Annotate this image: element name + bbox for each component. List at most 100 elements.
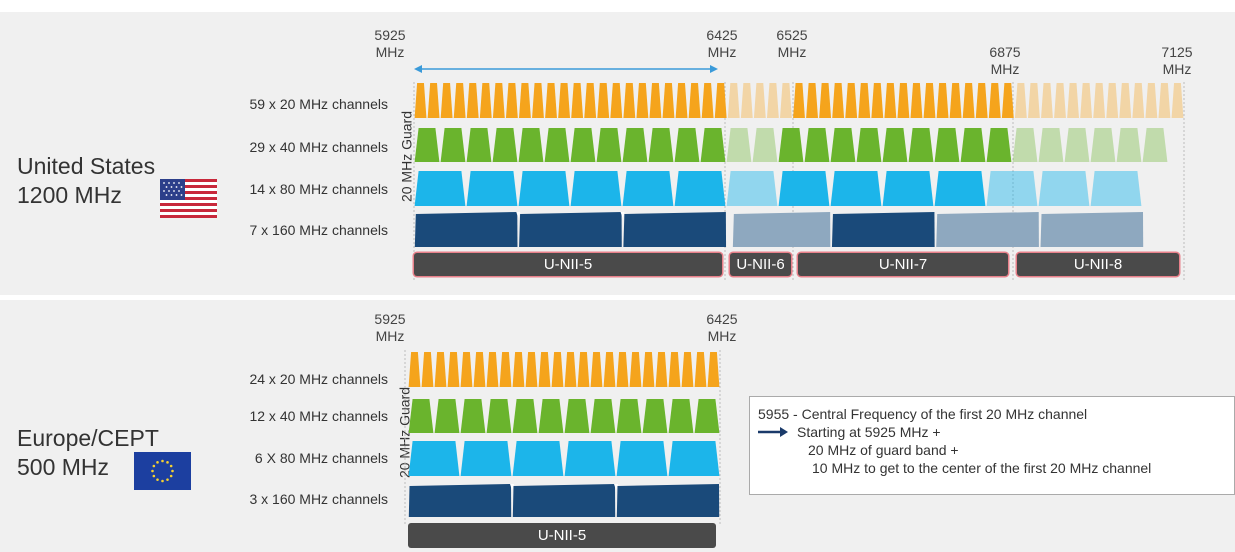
eu-region-label: Europe/CEPT 500 MHz bbox=[17, 425, 159, 480]
us-ch20-45 bbox=[988, 83, 1001, 118]
us-ch20-33 bbox=[832, 83, 845, 118]
us-ch20-29 bbox=[780, 83, 792, 118]
eu-ch80-3 bbox=[512, 441, 564, 476]
us-ch20-17 bbox=[623, 83, 636, 118]
us-row-label-40: 29 x 40 MHz channels bbox=[249, 139, 388, 155]
us-ch20-25 bbox=[727, 83, 740, 118]
us-ch40-21 bbox=[934, 128, 960, 162]
us-ch20-34 bbox=[845, 83, 858, 118]
us-ch40-26 bbox=[1064, 128, 1090, 162]
us-unii-5-bar: U-NII-5 bbox=[414, 253, 722, 276]
eu-ch160-3 bbox=[616, 484, 720, 517]
eu-flag-star-4 bbox=[161, 479, 164, 483]
eu-ch20-21 bbox=[668, 352, 681, 387]
us-ch20-49 bbox=[1041, 83, 1053, 118]
eu-ch20-1 bbox=[408, 352, 421, 387]
us-ch80-6 bbox=[674, 171, 726, 206]
us-ch80-12 bbox=[986, 171, 1038, 206]
us-ch20-30 bbox=[793, 83, 805, 118]
us-ch160-1 bbox=[414, 212, 518, 247]
us-ch40-18 bbox=[856, 128, 882, 162]
eu-ch40-6 bbox=[538, 399, 564, 433]
us-ch20-52 bbox=[1080, 83, 1093, 118]
us-ch40-8 bbox=[596, 128, 622, 162]
us-unii-8-bar: U-NII-8 bbox=[1017, 253, 1179, 276]
us-ch20-39 bbox=[910, 83, 923, 118]
eu-row-label-40: 12 x 40 MHz channels bbox=[249, 408, 388, 424]
us-ch40-25 bbox=[1038, 128, 1064, 162]
eu-ch20-6 bbox=[473, 352, 486, 387]
us-ch20-28 bbox=[766, 83, 779, 118]
us-ch20-16 bbox=[610, 83, 623, 118]
us-ch160-7 bbox=[1040, 212, 1144, 247]
us-ch40-20 bbox=[908, 128, 934, 162]
us-ch20-13 bbox=[571, 83, 584, 118]
us-ch80-7 bbox=[726, 171, 778, 206]
us-ch20-3 bbox=[440, 83, 453, 118]
us-ch20-6 bbox=[479, 83, 492, 118]
us-freq-7125: 7125 MHz bbox=[1161, 44, 1193, 77]
eu-ch80-1 bbox=[408, 441, 460, 476]
us-ch40-29 bbox=[1142, 128, 1168, 162]
eu-ch40-3 bbox=[460, 399, 486, 433]
eu-flag-star-8 bbox=[152, 464, 156, 468]
us-ch40-23 bbox=[986, 128, 1012, 162]
eu-ch20-18 bbox=[629, 352, 642, 387]
us-ch160-5 bbox=[831, 212, 935, 247]
us-ch20-59 bbox=[1171, 83, 1184, 118]
us-ch160-4 bbox=[732, 212, 831, 247]
eu-ch20-13 bbox=[564, 352, 577, 387]
us-ch160-3 bbox=[623, 212, 727, 247]
us-ch40-13 bbox=[726, 128, 752, 162]
us-ch20-12 bbox=[558, 83, 571, 118]
us-ch80-13 bbox=[1038, 171, 1090, 206]
us-ch40-5 bbox=[518, 128, 544, 162]
eu-ch20-10 bbox=[525, 352, 538, 387]
eu-row-label-80: 6 X 80 MHz channels bbox=[254, 450, 388, 466]
eu-ch20-19 bbox=[642, 352, 655, 387]
us-ch20-5 bbox=[466, 83, 479, 118]
us-ch80-5 bbox=[622, 171, 674, 206]
eu-ch160-notch-2 bbox=[614, 484, 618, 490]
us-ch20-19 bbox=[649, 83, 662, 118]
us-ch20-58 bbox=[1158, 83, 1171, 118]
us-ch20-9 bbox=[519, 83, 531, 118]
eu-ch20-3 bbox=[434, 352, 447, 387]
eu-flag-star-9 bbox=[156, 461, 159, 464]
eu-unii-5-bar: U-NII-5 bbox=[408, 523, 716, 548]
us-span-arrow-right-head bbox=[710, 65, 718, 73]
us-ch20-55 bbox=[1119, 83, 1132, 118]
eu-ch160-2 bbox=[512, 484, 616, 517]
us-ch40-16 bbox=[804, 128, 830, 162]
us-ch80-9 bbox=[830, 171, 882, 206]
us-ch20-2 bbox=[427, 83, 440, 118]
us-ch20-36 bbox=[871, 83, 884, 118]
eu-ch20-16 bbox=[603, 352, 616, 387]
us-ch20-11 bbox=[545, 83, 557, 118]
us-freq-6525: 6525 MHz bbox=[776, 27, 808, 60]
us-ch20-14 bbox=[584, 83, 597, 118]
note-line-3: 20 MHz of guard band + bbox=[808, 442, 959, 458]
eu-ch40-1 bbox=[408, 399, 434, 433]
us-ch20-42 bbox=[949, 83, 962, 118]
us-row-label-20: 59 x 20 MHz channels bbox=[249, 96, 388, 112]
us-ch20-20 bbox=[662, 83, 675, 118]
us-ch20-38 bbox=[897, 83, 910, 118]
eu-ch160-notch-1 bbox=[510, 484, 514, 490]
eu-ch40-7 bbox=[564, 399, 590, 433]
us-ch20-26 bbox=[740, 83, 753, 118]
eu-ch20-22 bbox=[681, 352, 694, 387]
us-ch40-19 bbox=[882, 128, 908, 162]
us-ch40-4 bbox=[492, 128, 518, 162]
us-ch20-46 bbox=[1001, 83, 1014, 118]
us-ch160-notch-2 bbox=[620, 212, 625, 218]
eu-ch20-5 bbox=[460, 352, 473, 387]
us-ch20-56 bbox=[1132, 83, 1145, 118]
us-ch80-2 bbox=[466, 171, 518, 206]
us-ch40-10 bbox=[648, 128, 674, 162]
eu-ch20-15 bbox=[590, 352, 603, 387]
eu-ch40-8 bbox=[590, 399, 616, 433]
us-ch80-1 bbox=[414, 171, 466, 206]
eu-ch20-7 bbox=[486, 352, 499, 387]
